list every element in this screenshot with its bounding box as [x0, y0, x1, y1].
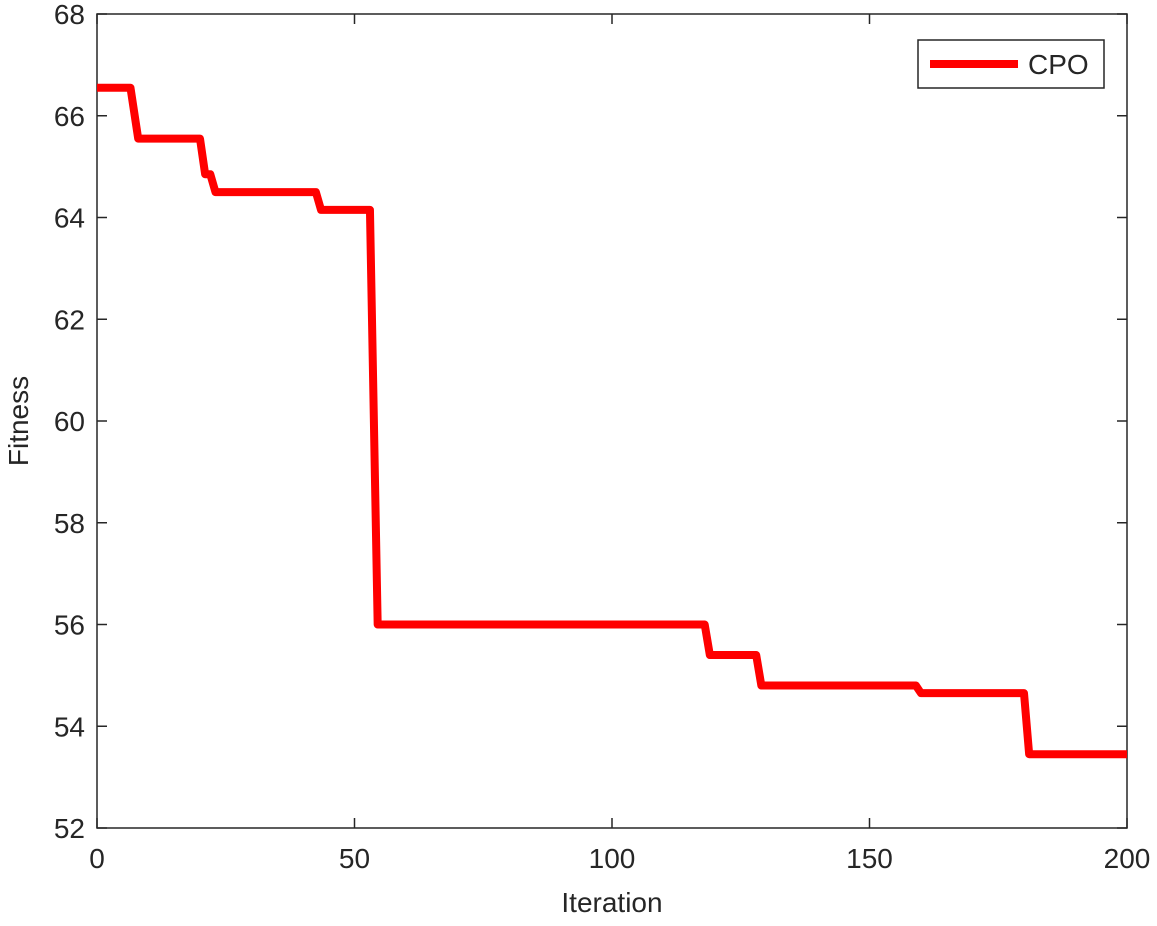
x-tick-label: 100: [589, 843, 636, 874]
y-tick-label: 52: [54, 813, 85, 844]
y-tick-label: 54: [54, 711, 85, 742]
y-tick-label: 60: [54, 406, 85, 437]
legend-label: CPO: [1028, 49, 1089, 80]
y-tick-label: 68: [54, 0, 85, 30]
y-tick-label: 56: [54, 610, 85, 641]
y-tick-label: 66: [54, 101, 85, 132]
data-line: [97, 83, 1127, 759]
x-axis-label: Iteration: [561, 887, 662, 918]
y-tick-label: 62: [54, 304, 85, 335]
x-tick-label: 50: [339, 843, 370, 874]
x-tick-label: 0: [89, 843, 105, 874]
x-tick-label: 200: [1104, 843, 1151, 874]
y-tick-label: 58: [54, 508, 85, 539]
y-tick-label: 64: [54, 203, 85, 234]
plot-area: [96, 13, 1128, 829]
x-tick-label: 150: [846, 843, 893, 874]
y-axis-label: Fitness: [3, 376, 34, 466]
